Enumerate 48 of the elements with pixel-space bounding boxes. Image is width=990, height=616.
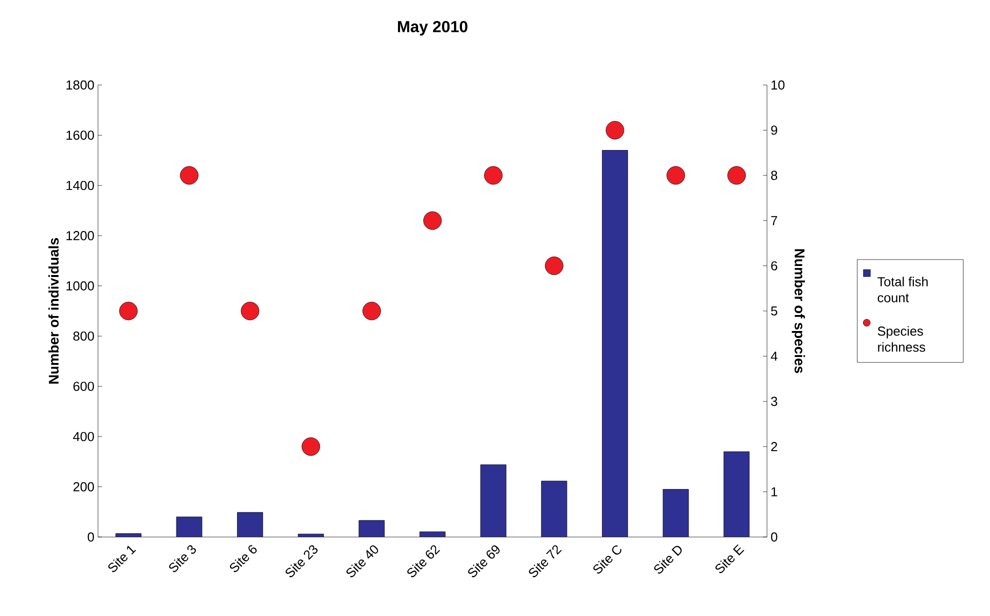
y2-tick-label: 6 — [771, 261, 778, 270]
point — [302, 437, 320, 456]
y2-axis-title: Number of species — [792, 249, 805, 374]
y2-tick-label: 1 — [772, 487, 778, 496]
y-axis-title: Number of individuals — [48, 238, 59, 384]
chart-title: May 2010 — [398, 20, 468, 36]
point — [666, 166, 685, 185]
x-tick-label: Site E — [715, 544, 744, 574]
y2-tick-label: 4 — [770, 352, 778, 361]
y2-tick-label: 0 — [771, 532, 778, 542]
y2-tick-label: 2 — [771, 442, 778, 452]
x-tick-label: Site 62 — [407, 545, 440, 578]
point — [119, 302, 138, 320]
x-tick-label: Site 6 — [230, 545, 257, 572]
point — [727, 166, 746, 185]
y2-tick-label: 5 — [771, 306, 778, 316]
x-tick-label: Site 3 — [169, 545, 196, 572]
point — [240, 302, 260, 320]
y-tick-label: 0 — [88, 532, 94, 542]
y-tick-label: 200 — [73, 482, 94, 492]
point — [180, 166, 198, 185]
y-tick-label: 400 — [73, 432, 94, 442]
x-tick-label: Site 40 — [346, 545, 378, 578]
x-tick-label: Site 1 — [108, 546, 136, 572]
y2-tick-label: 9 — [771, 126, 778, 135]
point — [362, 302, 381, 320]
y-tick-label: 1000 — [66, 281, 94, 290]
x-tick-label: Site 72 — [528, 545, 562, 578]
y-tick-label: 1600 — [66, 130, 94, 140]
point — [606, 120, 624, 140]
y2-tick-label: 3 — [771, 396, 778, 406]
y-tick-label: 1800 — [66, 80, 94, 90]
y2-tick-label: 7 — [771, 216, 778, 226]
point — [423, 211, 442, 230]
legend-label: Total fish count — [878, 276, 928, 302]
y-tick-label: 600 — [73, 382, 94, 391]
y-tick-label: 1400 — [66, 180, 94, 190]
point — [544, 256, 564, 275]
y2-tick-label: 10 — [772, 80, 784, 90]
point — [484, 166, 503, 185]
y-tick-label: 1200 — [66, 231, 94, 240]
x-tick-label: Site 23 — [286, 545, 318, 578]
y2-tick-label: 8 — [771, 170, 778, 180]
x-tick-label: Site 69 — [468, 545, 500, 578]
legend-label: Species richness — [878, 326, 926, 352]
y-tick-label: 800 — [73, 332, 94, 341]
x-tick-label: Site D — [654, 546, 682, 574]
x-tick-label: Site C — [593, 545, 622, 574]
